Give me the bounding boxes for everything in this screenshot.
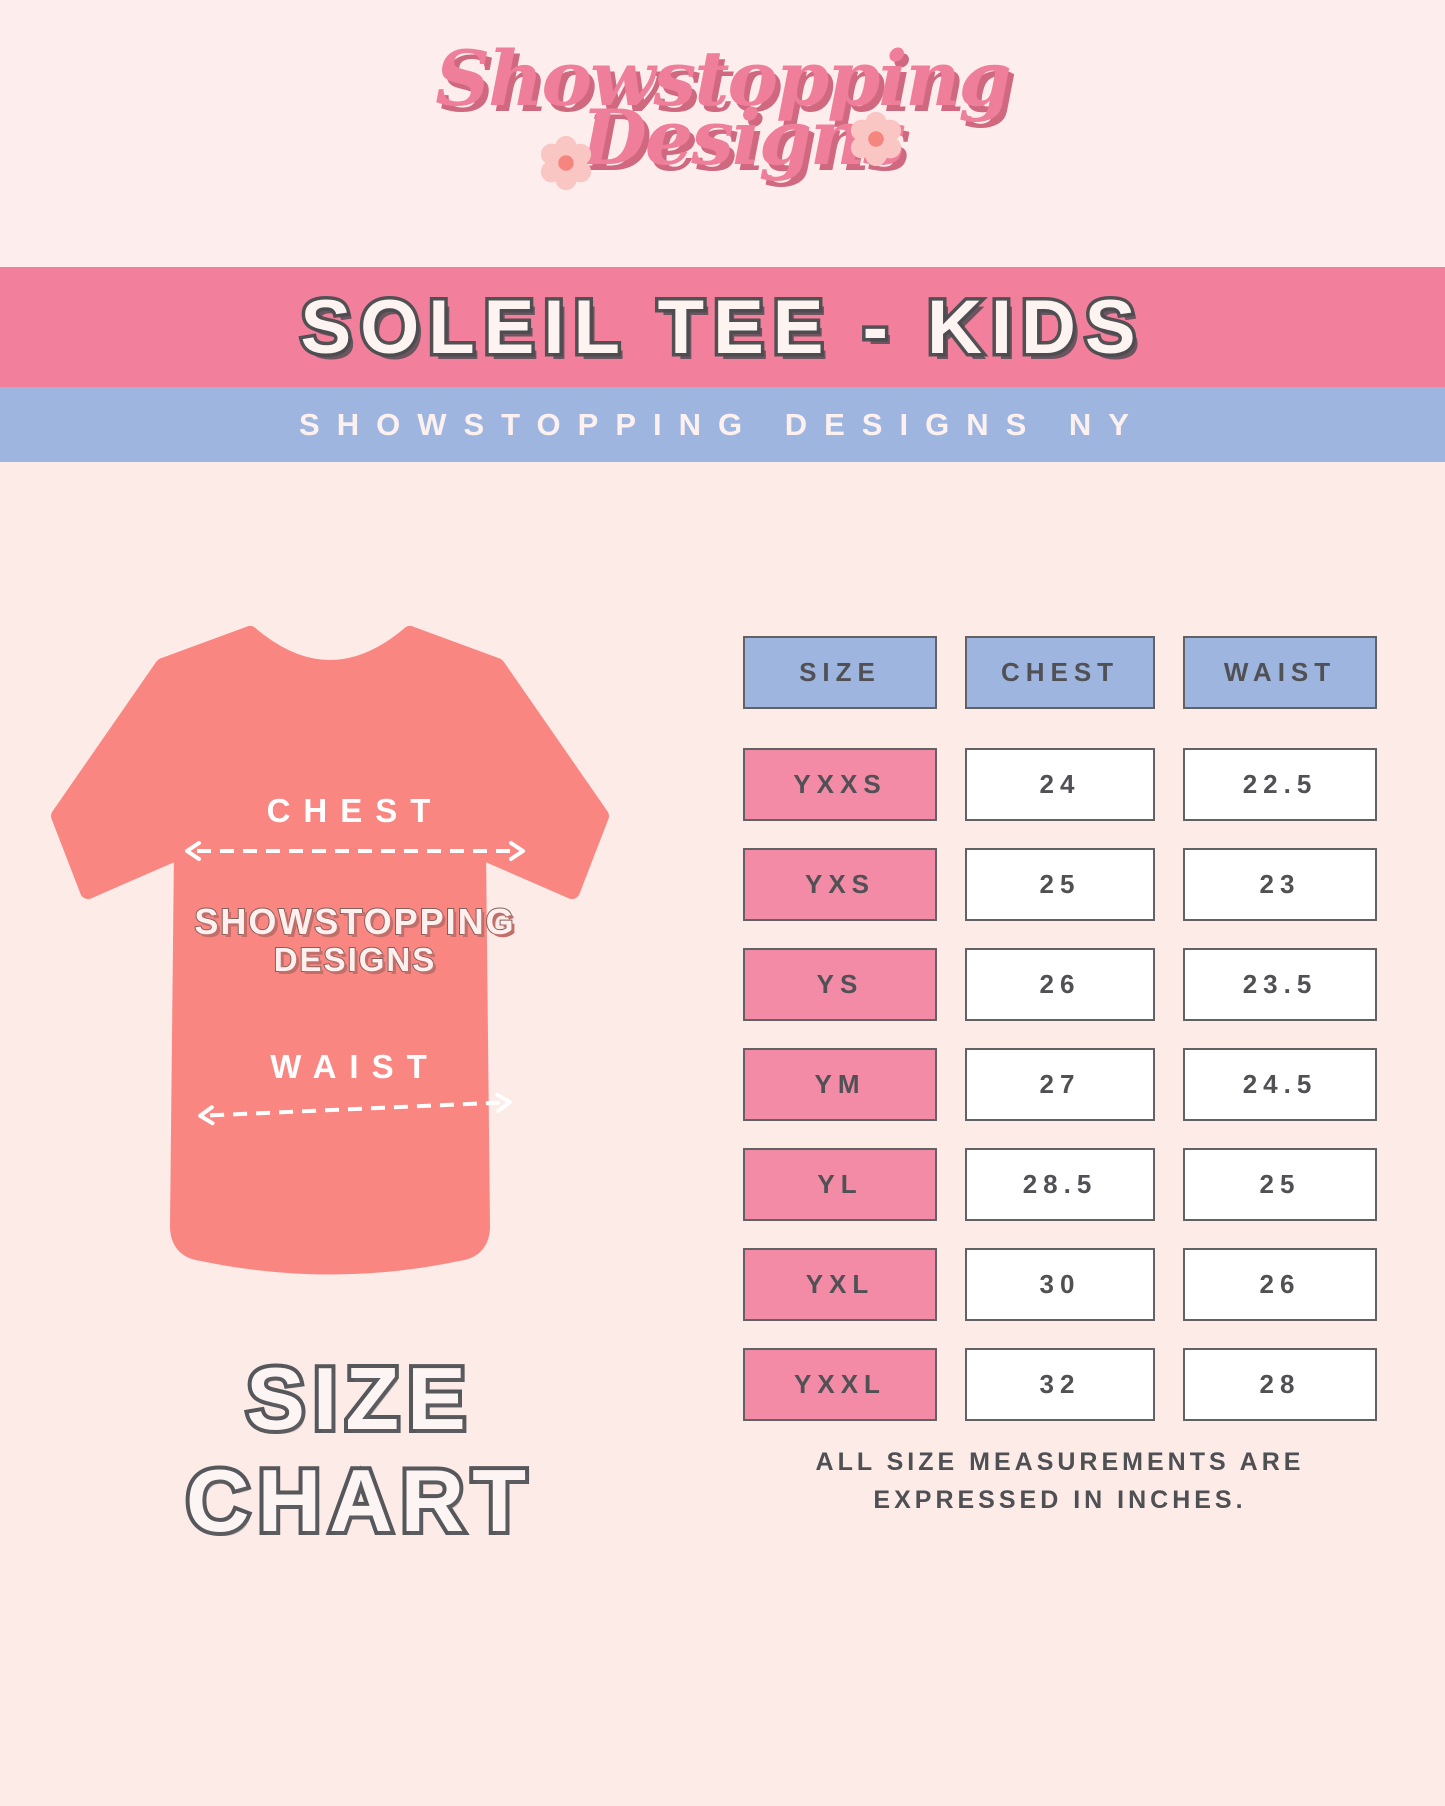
double-arrow-icon — [198, 1092, 512, 1126]
chest-cell: 30 — [965, 1248, 1155, 1321]
tshirt-labels: CHEST SHOWSTOPPING DESIGNS WAIST — [70, 598, 640, 1298]
chest-cell: 32 — [965, 1348, 1155, 1421]
waist-cell: 23 — [1183, 848, 1377, 921]
waist-cell: 22.5 — [1183, 748, 1377, 821]
chest-cell: 27 — [965, 1048, 1155, 1121]
waist-cell: 23.5 — [1183, 948, 1377, 1021]
shirt-print-line1: SHOWSTOPPING — [193, 900, 516, 943]
flower-icon — [540, 135, 592, 191]
brand-subtitle-banner: SHOWSTOPPING DESIGNS NY — [0, 387, 1445, 462]
column-header-chest: CHEST — [965, 636, 1155, 709]
chest-measure-arrow — [70, 840, 640, 862]
size-cell: YXXS — [743, 748, 937, 821]
chest-label: CHEST — [266, 792, 444, 829]
size-table: SIZE CHEST WAIST YXXS 24 22.5 YXS 25 23 … — [743, 636, 1377, 1421]
measurement-note-line2: EXPRESSED IN INCHES. — [873, 1485, 1247, 1514]
section-title: SIZE CHART — [182, 1345, 534, 1554]
chest-cell: 28.5 — [965, 1148, 1155, 1221]
column-header-waist: WAIST — [1183, 636, 1377, 709]
size-cell: YXS — [743, 848, 937, 921]
column-header-size: SIZE — [743, 636, 937, 709]
waist-cell: 25 — [1183, 1148, 1377, 1221]
chest-cell: 24 — [965, 748, 1155, 821]
measurement-note: ALL SIZE MEASUREMENTS ARE EXPRESSED IN I… — [760, 1444, 1360, 1519]
chest-cell: 25 — [965, 848, 1155, 921]
size-cell: YL — [743, 1148, 937, 1221]
waist-cell: 26 — [1183, 1248, 1377, 1321]
chest-cell: 26 — [965, 948, 1155, 1021]
size-cell: YXXL — [743, 1348, 937, 1421]
waist-measure-arrow — [70, 1086, 640, 1133]
size-cell: YXL — [743, 1248, 937, 1321]
size-table-body: YXXS 24 22.5 YXS 25 23 YS 26 23.5 YM 27 … — [743, 748, 1377, 1421]
tshirt-illustration — [51, 626, 609, 1275]
waist-cell: 24.5 — [1183, 1048, 1377, 1121]
size-cell: YS — [743, 948, 937, 1021]
waist-cell: 28 — [1183, 1348, 1377, 1421]
flower-icon — [850, 111, 902, 167]
double-arrow-icon — [185, 841, 525, 861]
size-table-header-row: SIZE CHEST WAIST — [743, 636, 1377, 709]
waist-label: WAIST — [270, 1048, 440, 1085]
shirt-print-line2: DESIGNS — [273, 940, 437, 979]
logo-section: Showstopping Designs — [0, 0, 1445, 267]
brand-logo-line1: Showstopping — [435, 34, 1011, 123]
measurement-note-line1: ALL SIZE MEASUREMENTS ARE — [815, 1448, 1305, 1476]
brand-logo: Showstopping Designs — [0, 34, 1445, 182]
size-cell: YM — [743, 1048, 937, 1121]
brand-logo-line2: Designs — [580, 93, 906, 182]
product-title: SOLEIL TEE - KIDS — [297, 281, 1145, 373]
brand-subtitle: SHOWSTOPPING DESIGNS NY — [299, 406, 1146, 442]
product-title-banner: SOLEIL TEE - KIDS — [0, 267, 1445, 387]
